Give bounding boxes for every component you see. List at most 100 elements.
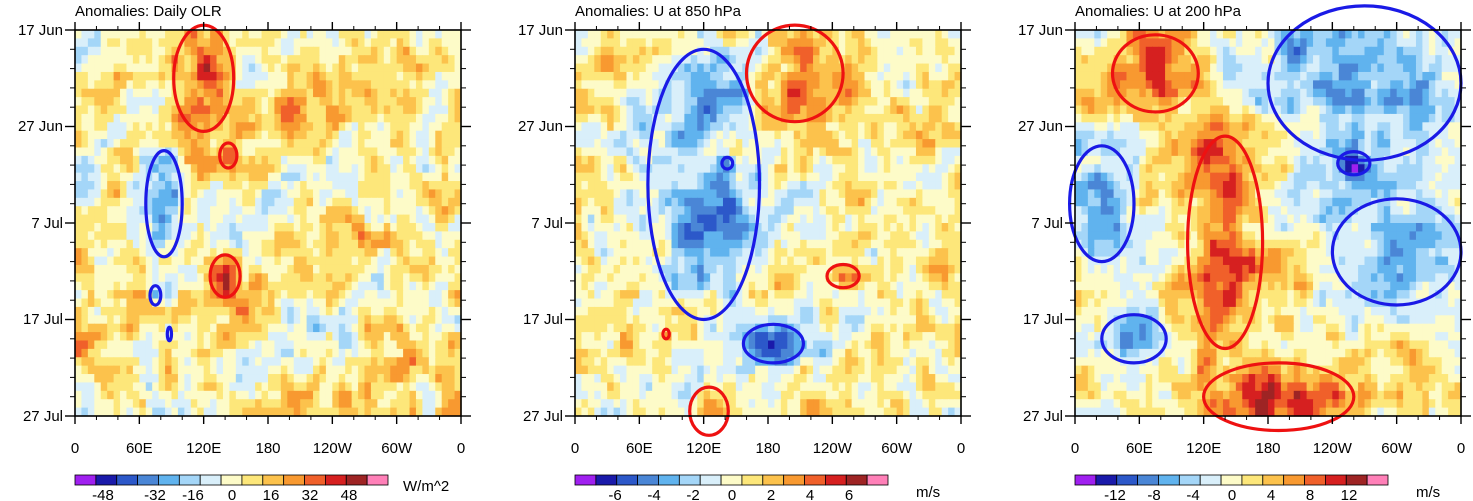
heatmap-cell <box>293 206 301 216</box>
heatmap-cell <box>293 231 301 241</box>
heatmap-cell <box>729 113 737 123</box>
heatmap-cell <box>165 164 173 174</box>
heatmap-cell <box>94 298 102 308</box>
heatmap-cell <box>75 181 83 191</box>
heatmap-cell <box>935 88 943 98</box>
heatmap-cell <box>890 281 898 291</box>
heatmap-cell <box>697 113 705 123</box>
heatmap-cell <box>145 147 153 157</box>
heatmap-cell <box>390 323 398 333</box>
heatmap-cell <box>761 273 769 283</box>
heatmap-cell <box>313 155 321 165</box>
heatmap-cell <box>358 315 366 325</box>
heatmap-cell <box>293 63 301 73</box>
heatmap-cell <box>896 315 904 325</box>
heatmap-cell <box>139 130 147 140</box>
heatmap-cell <box>909 55 917 65</box>
heatmap-cell <box>626 88 634 98</box>
heatmap-cell <box>274 122 282 132</box>
heatmap-cell <box>351 181 359 191</box>
heatmap-cell <box>716 231 724 241</box>
heatmap-cell <box>145 357 153 367</box>
heatmap-cell <box>787 315 795 325</box>
heatmap-cell <box>671 239 679 249</box>
heatmap-cell <box>390 155 398 165</box>
heatmap-cell <box>364 407 372 417</box>
heatmap-cell <box>922 80 930 90</box>
heatmap-cell <box>229 248 237 258</box>
heatmap-cell <box>613 113 621 123</box>
heatmap-cell <box>607 130 615 140</box>
heatmap-cell <box>319 122 327 132</box>
heatmap-cell <box>403 223 411 232</box>
heatmap-cell <box>722 214 730 224</box>
heatmap-cell <box>935 122 943 132</box>
heatmap-cell <box>626 105 634 115</box>
heatmap-cell <box>428 147 436 157</box>
heatmap-cell <box>171 38 179 48</box>
heatmap-cell <box>165 80 173 90</box>
heatmap-cell <box>81 189 89 199</box>
heatmap-cell <box>441 306 449 316</box>
heatmap-cell <box>87 197 95 207</box>
heatmap-cell <box>229 181 237 191</box>
heatmap-cell <box>132 281 140 291</box>
heatmap-cell <box>81 256 89 266</box>
heatmap-cell <box>94 181 102 191</box>
heatmap-cell <box>113 306 121 316</box>
heatmap-cell <box>941 189 949 199</box>
heatmap-cell <box>658 80 666 90</box>
heatmap-cell <box>858 38 866 48</box>
heatmap-cell <box>332 63 340 73</box>
heatmap-cell <box>890 46 898 56</box>
heatmap-cell <box>793 298 801 308</box>
heatmap-cell <box>665 55 673 65</box>
heatmap-cell <box>255 223 263 232</box>
heatmap-cell <box>909 97 917 107</box>
heatmap-cell <box>870 206 878 216</box>
heatmap-cell <box>575 231 583 241</box>
heatmap-cell <box>415 357 423 367</box>
heatmap-cell <box>383 88 391 98</box>
heatmap-cell <box>422 172 430 182</box>
heatmap-cell <box>671 181 679 191</box>
heatmap-cell <box>838 147 846 157</box>
heatmap-cell <box>126 256 134 266</box>
heatmap-cell <box>890 181 898 191</box>
heatmap-cell <box>735 273 743 283</box>
heatmap-cell <box>351 256 359 266</box>
heatmap-cell <box>454 248 462 258</box>
heatmap-cell <box>313 197 321 207</box>
heatmap-cell <box>710 71 718 81</box>
heatmap-cell <box>390 281 398 291</box>
heatmap-cell <box>87 189 95 199</box>
heatmap-cell <box>75 46 83 56</box>
heatmap-cell <box>710 147 718 157</box>
heatmap-cell <box>120 197 128 207</box>
heatmap-cell <box>441 315 449 325</box>
heatmap-cell <box>184 105 192 115</box>
heatmap-cell <box>171 407 179 417</box>
heatmap-cell <box>351 407 359 417</box>
heatmap-cell <box>690 38 698 48</box>
heatmap-cell <box>113 130 121 140</box>
heatmap-cell <box>100 332 108 342</box>
heatmap-cell <box>370 298 378 308</box>
heatmap-cell <box>954 55 962 65</box>
heatmap-cell <box>600 38 608 48</box>
heatmap-cell <box>903 256 911 266</box>
heatmap-cell <box>671 172 679 182</box>
heatmap-cell <box>242 197 250 207</box>
heatmap-cell <box>113 248 121 258</box>
heatmap-cell <box>100 139 108 149</box>
heatmap-cell <box>248 306 256 316</box>
heatmap-cell <box>319 273 327 283</box>
heatmap-cell <box>403 122 411 132</box>
heatmap-cell <box>358 80 366 90</box>
heatmap-cell <box>441 139 449 149</box>
heatmap-cell <box>819 172 827 182</box>
heatmap-cell <box>639 290 647 300</box>
heatmap-cell <box>851 231 859 241</box>
heatmap-cell <box>768 189 776 199</box>
heatmap-cell <box>94 399 102 409</box>
